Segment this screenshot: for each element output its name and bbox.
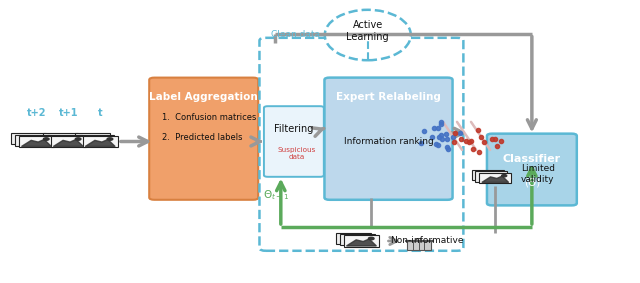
Point: [416, 141, 426, 146]
Circle shape: [107, 138, 113, 140]
Point: [429, 126, 439, 130]
Point: [431, 142, 441, 146]
FancyBboxPatch shape: [476, 171, 508, 182]
Point: [436, 132, 446, 137]
Circle shape: [369, 237, 374, 240]
Point: [461, 138, 471, 143]
Text: Limited
validity: Limited validity: [521, 164, 555, 184]
Point: [434, 135, 444, 139]
Text: $\Theta_{t-1}$: $\Theta_{t-1}$: [262, 188, 289, 201]
Polygon shape: [22, 140, 51, 147]
Point: [473, 127, 483, 132]
Point: [436, 122, 447, 127]
Point: [464, 140, 474, 145]
Point: [440, 131, 451, 136]
Point: [437, 136, 447, 141]
FancyBboxPatch shape: [79, 134, 114, 146]
FancyBboxPatch shape: [149, 78, 258, 200]
Text: Filtering: Filtering: [274, 125, 314, 134]
FancyBboxPatch shape: [12, 133, 46, 144]
Text: 1.  Confusion matrices: 1. Confusion matrices: [162, 113, 257, 123]
Circle shape: [502, 175, 507, 177]
Point: [442, 145, 452, 149]
Polygon shape: [85, 140, 115, 147]
Circle shape: [44, 138, 49, 140]
Text: Information ranking: Information ranking: [344, 137, 433, 146]
Point: [442, 137, 452, 141]
Point: [456, 136, 466, 141]
Polygon shape: [482, 176, 509, 183]
Text: Clean data: Clean data: [271, 30, 320, 39]
Polygon shape: [346, 239, 376, 246]
FancyBboxPatch shape: [406, 241, 431, 250]
FancyBboxPatch shape: [472, 170, 504, 180]
Point: [419, 129, 429, 134]
Point: [495, 138, 506, 143]
FancyBboxPatch shape: [83, 136, 118, 147]
Text: 2.  Predicted labels: 2. Predicted labels: [162, 133, 243, 142]
Point: [474, 150, 484, 154]
Point: [476, 135, 486, 139]
Text: t+1: t+1: [58, 108, 78, 118]
FancyBboxPatch shape: [404, 240, 433, 241]
Text: Label Aggregation: Label Aggregation: [149, 93, 258, 102]
FancyBboxPatch shape: [75, 133, 110, 144]
Point: [450, 130, 460, 135]
Ellipse shape: [324, 10, 411, 60]
Point: [490, 136, 500, 141]
Point: [466, 139, 476, 143]
FancyBboxPatch shape: [324, 78, 452, 200]
Point: [447, 135, 458, 139]
FancyBboxPatch shape: [19, 136, 54, 147]
Text: Non-informative: Non-informative: [390, 237, 463, 245]
Point: [436, 120, 446, 124]
Point: [492, 143, 502, 148]
Text: Classifier: Classifier: [503, 155, 561, 164]
FancyBboxPatch shape: [51, 136, 86, 147]
FancyBboxPatch shape: [264, 106, 324, 177]
FancyBboxPatch shape: [336, 233, 371, 244]
Point: [443, 146, 453, 151]
Point: [427, 135, 437, 139]
Circle shape: [76, 138, 81, 140]
Polygon shape: [53, 140, 83, 147]
FancyBboxPatch shape: [344, 235, 379, 246]
Point: [449, 140, 460, 145]
Point: [433, 142, 444, 147]
Point: [486, 137, 497, 142]
Point: [455, 130, 465, 135]
Text: Active
Learning: Active Learning: [346, 20, 389, 42]
Text: t+2: t+2: [27, 108, 46, 118]
Point: [433, 126, 443, 130]
Point: [479, 140, 490, 144]
Text: t: t: [98, 108, 102, 118]
FancyBboxPatch shape: [340, 234, 375, 245]
FancyBboxPatch shape: [43, 133, 78, 144]
Point: [468, 147, 478, 151]
FancyBboxPatch shape: [15, 134, 50, 146]
Text: Suspicious
data: Suspicious data: [277, 147, 316, 160]
FancyBboxPatch shape: [487, 134, 577, 205]
FancyBboxPatch shape: [47, 134, 82, 146]
FancyBboxPatch shape: [479, 173, 511, 183]
Text: (Θ): (Θ): [524, 178, 540, 188]
Text: Expert Relabeling: Expert Relabeling: [336, 93, 441, 102]
